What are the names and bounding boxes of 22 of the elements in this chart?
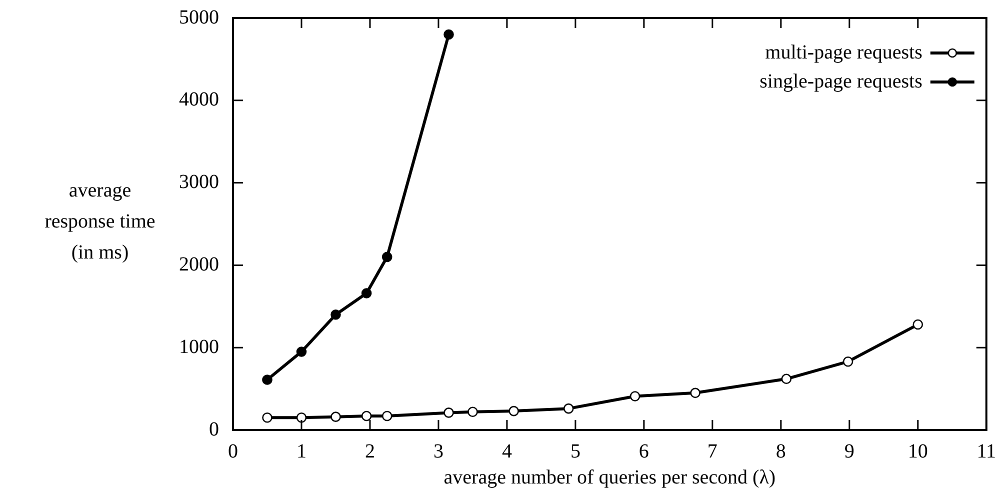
x-tick-label: 10 <box>908 440 928 462</box>
x-tick-label: 11 <box>976 440 996 462</box>
legend-label: multi-page requests <box>765 41 923 64</box>
x-tick-label: 6 <box>638 440 649 462</box>
x-tick-label: 0 <box>228 440 238 462</box>
x-tick-label: 3 <box>433 440 444 462</box>
y-tick-label: 4000 <box>179 88 219 111</box>
legend-label: single-page requests <box>760 70 923 92</box>
x-tick-label: 9 <box>844 440 854 462</box>
y-tick-label: 2000 <box>179 253 219 276</box>
y-tick-label: 1000 <box>179 336 219 358</box>
x-tick-label: 1 <box>296 440 306 462</box>
y-tick-label: 0 <box>209 418 219 440</box>
y-tick-label: 5000 <box>179 6 219 28</box>
y-tick-label: 3000 <box>179 171 219 194</box>
x-tick-label: 4 <box>502 440 512 462</box>
y-axis-title: average response time (in ms) <box>44 179 156 264</box>
x-tick-label: 2 <box>364 440 375 462</box>
x-tick-label: 7 <box>707 440 718 462</box>
x-tick-label: 8 <box>776 440 786 462</box>
x-tick-label: 5 <box>570 440 580 462</box>
x-axis-title: average number of queries per second (λ) <box>444 466 776 488</box>
